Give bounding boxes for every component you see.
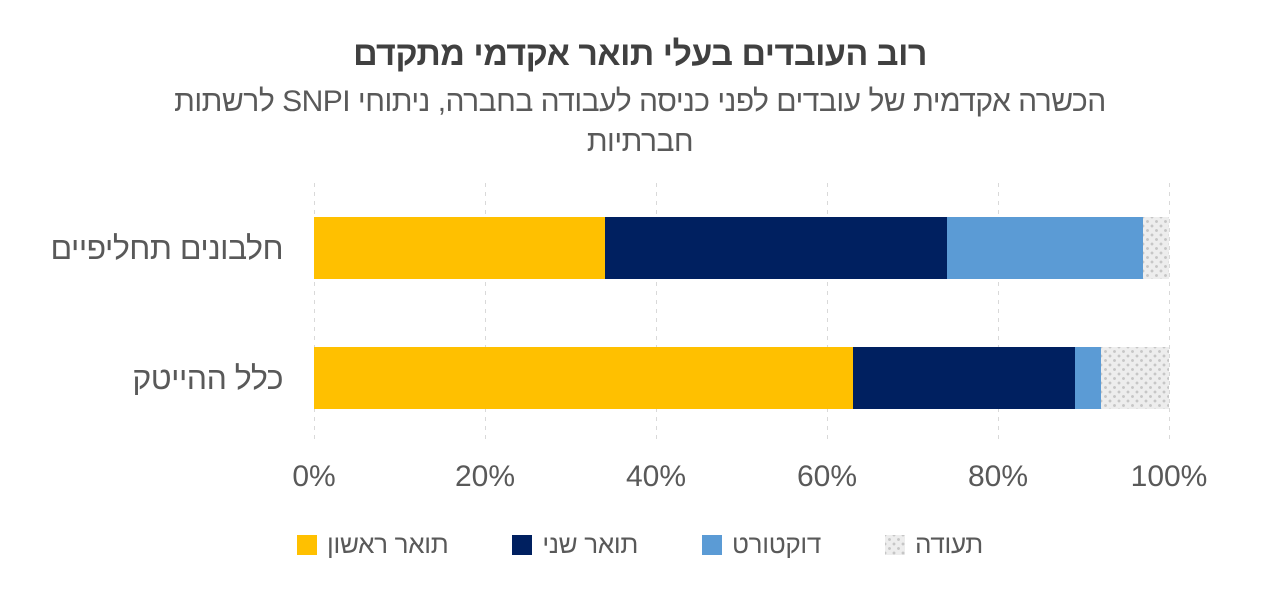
gridline <box>1169 183 1170 443</box>
legend-swatch <box>297 534 318 555</box>
bar-segment <box>604 217 947 279</box>
chart-title: רוב העובדים בעלי תואר אקדמי מתקדם <box>353 35 927 73</box>
legend-item: תעודה <box>885 529 983 560</box>
bar-row <box>314 217 1169 279</box>
gridline <box>314 183 315 443</box>
legend-swatch <box>885 534 905 555</box>
legend-label: תואר ראשון <box>327 529 449 559</box>
bar-segment <box>1143 217 1169 279</box>
legend: תואר ראשון תואר שני דוקטורט תעודה <box>0 529 1280 560</box>
x-tick-label: 40% <box>625 460 687 493</box>
gridline <box>485 183 486 443</box>
x-tick-label: 80% <box>967 460 1029 493</box>
gridline <box>827 183 828 443</box>
bar-segment <box>1074 347 1101 409</box>
bar-segment <box>314 217 605 279</box>
legend-label: תואר שני <box>542 529 638 559</box>
bar-segment <box>314 347 853 409</box>
bar-segment <box>852 347 1075 409</box>
legend-label: דוקטורט <box>732 529 821 559</box>
x-tick-label: 20% <box>454 460 516 493</box>
gridline <box>656 183 657 443</box>
category-label: חלבונים תחליפיים <box>50 229 283 266</box>
x-tick-label: 100% <box>1130 460 1208 493</box>
bar-row <box>314 347 1169 409</box>
plot-area <box>314 183 1170 443</box>
category-label: כלל ההייטק <box>132 359 283 396</box>
bar-segment <box>946 217 1144 279</box>
chart-subtitle: הכשרה אקדמית של עובדים לפני כניסה לעבודה… <box>174 85 1106 158</box>
x-tick-label: 0% <box>292 460 336 493</box>
legend-swatch <box>512 534 533 555</box>
legend-item: דוקטורט <box>702 529 821 560</box>
legend-swatch <box>702 534 722 555</box>
gridline <box>998 183 999 443</box>
x-tick-label: 60% <box>796 460 858 493</box>
legend-label: תעודה <box>915 529 983 559</box>
legend-item: תואר ראשון <box>297 529 449 560</box>
bar-segment <box>1100 347 1169 409</box>
legend-item: תואר שני <box>512 529 638 560</box>
